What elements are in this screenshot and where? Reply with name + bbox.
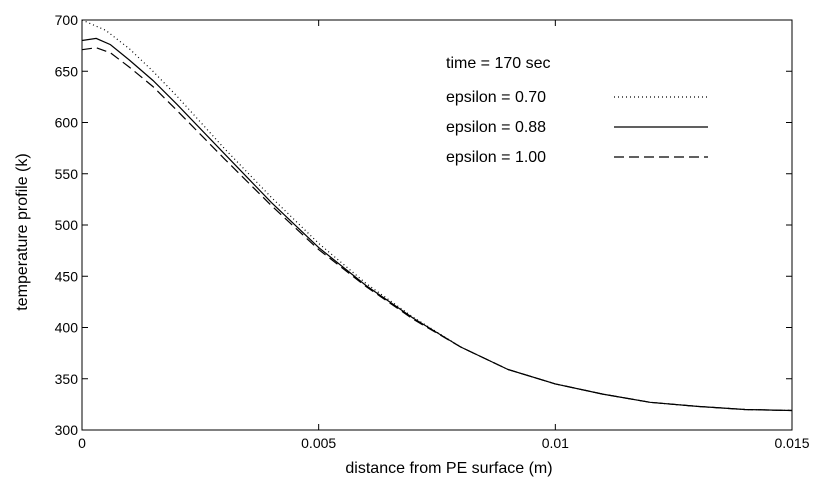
y-tick-label: 350	[55, 371, 79, 387]
series-line-1	[81, 19, 793, 412]
legend: time = 170 sec epsilon = 0.70 epsilon = 0…	[446, 55, 708, 166]
y-axis-ticks: 300 350 400 450 500 550 600 650 700	[55, 12, 792, 438]
series-lines	[81, 19, 793, 412]
plot-frame	[81, 19, 793, 431]
y-tick-label: 600	[55, 115, 79, 131]
series-line-3	[81, 47, 793, 412]
y-tick-label: 550	[55, 166, 79, 182]
plot-area	[81, 19, 793, 431]
y-tick-label: 300	[55, 422, 79, 438]
x-axis-title: distance from PE surface (m)	[345, 460, 552, 477]
series-line-2	[81, 37, 793, 412]
y-tick-label: 500	[55, 217, 79, 233]
x-tick-label: 0.01	[542, 435, 569, 451]
y-tick-label: 450	[55, 268, 79, 284]
y-tick-label: 400	[55, 320, 79, 336]
legend-annotation: time = 170 sec	[446, 55, 551, 72]
legend-label-2: epsilon = 0.88	[446, 119, 546, 136]
legend-label-1: epsilon = 0.70	[446, 89, 546, 106]
y-tick-label: 700	[55, 12, 79, 28]
x-tick-label: 0.005	[301, 435, 336, 451]
x-axis-ticks: 0 0.005 0.01 0.015	[78, 20, 810, 451]
y-tick-label: 650	[55, 63, 79, 79]
x-tick-label: 0.015	[774, 435, 809, 451]
y-axis-title: temperature profile (k)	[14, 153, 31, 310]
legend-label-3: epsilon = 1.00	[446, 149, 546, 166]
x-tick-label: 0	[78, 435, 86, 451]
